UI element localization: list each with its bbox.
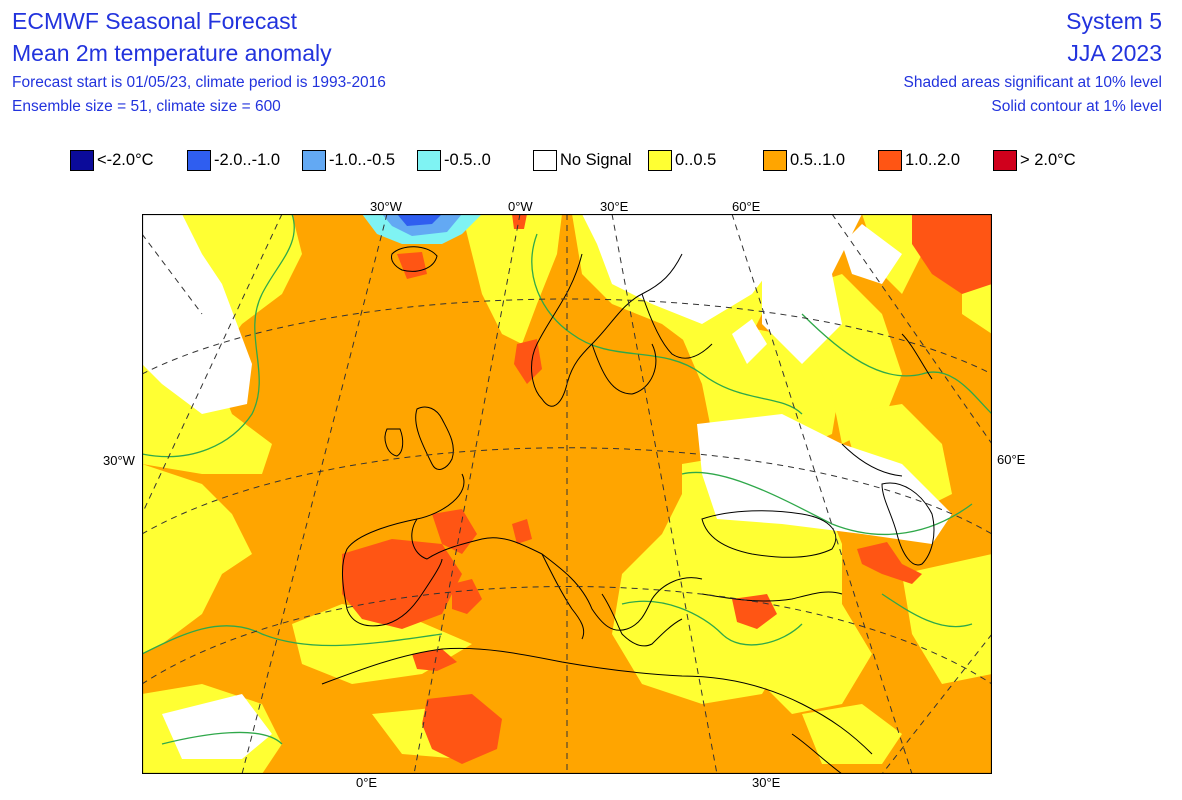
map-frame [142, 214, 992, 774]
legend-swatch [302, 150, 326, 171]
no-signal-areas [142, 214, 952, 759]
coastlines [321, 246, 935, 774]
legend-item: -2.0..-1.0 [187, 150, 280, 171]
forecast-info: Forecast start is 01/05/23, climate peri… [12, 74, 386, 91]
legend-item: -0.5..0 [417, 150, 491, 171]
tick-top-30w: 30°W [370, 199, 402, 214]
legend-item: <-2.0°C [70, 150, 154, 171]
legend-swatch [70, 150, 94, 171]
legend-label: 0.5..1.0 [790, 151, 846, 169]
legend-swatch [533, 150, 557, 171]
legend-item: 1.0..2.0 [878, 150, 960, 171]
legend-label: -0.5..0 [444, 151, 491, 169]
graticule [142, 214, 992, 774]
contour-note: Solid contour at 1% level [991, 98, 1162, 115]
legend-label: 1.0..2.0 [905, 151, 961, 169]
subtitle: Mean 2m temperature anomaly [12, 40, 332, 66]
ensemble-info: Ensemble size = 51, climate size = 600 [12, 98, 281, 115]
title: ECMWF Seasonal Forecast [12, 8, 298, 34]
legend-label: -1.0..-0.5 [329, 151, 396, 169]
legend-item: No Signal [533, 150, 632, 171]
legend-item: 0.5..1.0 [763, 150, 845, 171]
legend-swatch [993, 150, 1017, 171]
tick-bottom-30e: 30°E [752, 775, 781, 790]
legend-item: > 2.0°C [993, 150, 1076, 171]
tick-top-30e: 30°E [600, 199, 629, 214]
significance-contours [142, 214, 992, 745]
legend-item: -1.0..-0.5 [302, 150, 395, 171]
legend-label: -2.0..-1.0 [214, 151, 281, 169]
legend-swatch [187, 150, 211, 171]
legend-item: 0..0.5 [648, 150, 716, 171]
tick-top-0w: 0°W [508, 199, 533, 214]
tick-top-60e: 60°E [732, 199, 761, 214]
tick-right-60e: 60°E [997, 452, 1026, 467]
anomaly-fill-1.0-2.0 [342, 214, 992, 764]
tick-bottom-0e: 0°E [356, 775, 378, 790]
legend-swatch [648, 150, 672, 171]
legend-swatch [417, 150, 441, 171]
legend-swatch [763, 150, 787, 171]
significance-note: Shaded areas significant at 10% level [903, 74, 1163, 91]
season-label: JJA 2023 [1067, 40, 1162, 66]
system-label: System 5 [1066, 8, 1162, 34]
anomaly-map [142, 214, 992, 774]
legend-label: <-2.0°C [97, 151, 154, 169]
legend-label: No Signal [560, 151, 632, 169]
anomaly-fill-negative [362, 214, 482, 244]
legend-swatch [878, 150, 902, 171]
legend-label: > 2.0°C [1020, 151, 1076, 169]
tick-left-30w: 30°W [103, 453, 135, 468]
legend-label: 0..0.5 [675, 151, 717, 169]
